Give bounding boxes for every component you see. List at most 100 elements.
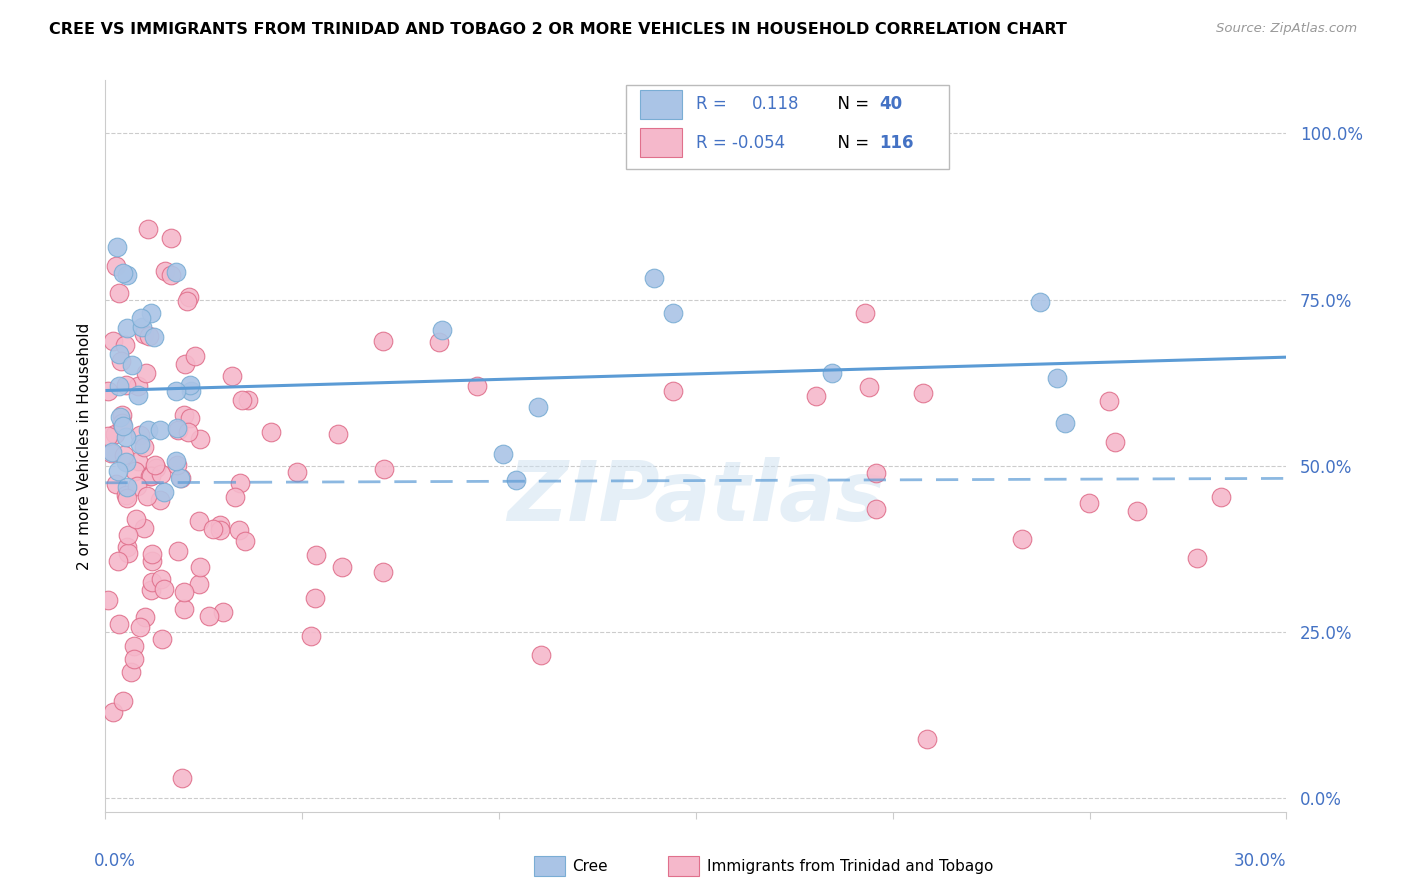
Point	[97, 384, 120, 399]
Point	[806, 389, 828, 403]
Text: Source: ZipAtlas.com: Source: ZipAtlas.com	[1216, 22, 1357, 36]
Point	[138, 469, 160, 483]
Point	[149, 423, 172, 437]
Point	[114, 378, 136, 392]
Point	[108, 379, 131, 393]
Point	[104, 259, 127, 273]
Point	[153, 582, 176, 596]
Point	[643, 270, 665, 285]
Point	[97, 593, 120, 607]
Point	[132, 440, 155, 454]
Point	[184, 349, 207, 363]
Text: CREE VS IMMIGRANTS FROM TRINIDAD AND TOBAGO 2 OR MORE VEHICLES IN HOUSEHOLD CORR: CREE VS IMMIGRANTS FROM TRINIDAD AND TOB…	[49, 22, 1067, 37]
Point	[1209, 490, 1232, 504]
Point	[467, 378, 489, 392]
Point	[911, 386, 934, 401]
Text: 0.118: 0.118	[752, 95, 800, 113]
Point	[821, 366, 844, 380]
Point	[662, 384, 685, 399]
Point	[120, 665, 142, 680]
Point	[134, 326, 156, 341]
Point	[285, 465, 308, 479]
Point	[149, 573, 172, 587]
Point	[108, 410, 131, 425]
Point	[208, 524, 231, 538]
Point	[299, 628, 322, 642]
Point	[173, 408, 195, 422]
Point	[198, 609, 221, 624]
Point	[865, 502, 887, 516]
Point	[136, 222, 159, 236]
Point	[527, 400, 550, 414]
Point	[125, 512, 148, 526]
Point	[326, 426, 349, 441]
Point	[173, 602, 195, 616]
Point	[865, 466, 887, 480]
Point	[105, 240, 128, 254]
Point	[100, 446, 122, 460]
Point	[141, 575, 163, 590]
Point	[160, 268, 183, 282]
Point	[141, 583, 163, 598]
Point	[187, 515, 209, 529]
Point	[115, 268, 138, 282]
Text: 30.0%: 30.0%	[1234, 852, 1286, 870]
Point	[122, 639, 145, 653]
Point	[115, 454, 138, 468]
Point	[371, 565, 394, 579]
Point	[202, 522, 225, 536]
Point	[915, 731, 938, 746]
Point	[111, 417, 134, 431]
Point	[111, 409, 134, 423]
Point	[330, 559, 353, 574]
Point	[1078, 496, 1101, 510]
Point	[107, 554, 129, 568]
Point	[150, 632, 173, 647]
Point	[492, 447, 515, 461]
Point	[107, 464, 129, 478]
Point	[166, 458, 188, 472]
Point	[139, 306, 162, 320]
Point	[149, 493, 172, 508]
Point	[141, 547, 163, 561]
Point	[235, 534, 257, 549]
Point	[853, 306, 876, 320]
Point	[145, 461, 167, 475]
Point	[141, 554, 163, 568]
Point	[143, 458, 166, 472]
Point	[662, 306, 685, 320]
Point	[138, 423, 160, 437]
Point	[858, 380, 880, 394]
Point	[172, 772, 194, 786]
Point	[129, 428, 152, 442]
Point	[1126, 504, 1149, 518]
Point	[179, 377, 201, 392]
Point	[260, 425, 283, 439]
Point	[1185, 550, 1208, 565]
Point	[136, 489, 159, 503]
Point	[114, 430, 136, 444]
Text: 0.0%: 0.0%	[94, 852, 135, 870]
Point	[110, 353, 132, 368]
Point	[131, 319, 153, 334]
Point	[1104, 434, 1126, 449]
Point	[373, 462, 395, 476]
Point	[165, 454, 187, 468]
Point	[429, 335, 451, 350]
Point	[371, 334, 394, 349]
Point	[135, 366, 157, 380]
Point	[134, 610, 156, 624]
Point	[174, 357, 197, 371]
Point	[305, 549, 328, 563]
Point	[505, 474, 527, 488]
Point	[114, 338, 136, 352]
Point	[231, 392, 253, 407]
Point	[115, 321, 138, 335]
Point	[112, 448, 135, 462]
Point	[1046, 371, 1069, 385]
Point	[104, 427, 127, 442]
Point	[166, 421, 188, 435]
Point	[236, 393, 259, 408]
Point	[117, 528, 139, 542]
Point	[188, 560, 211, 574]
